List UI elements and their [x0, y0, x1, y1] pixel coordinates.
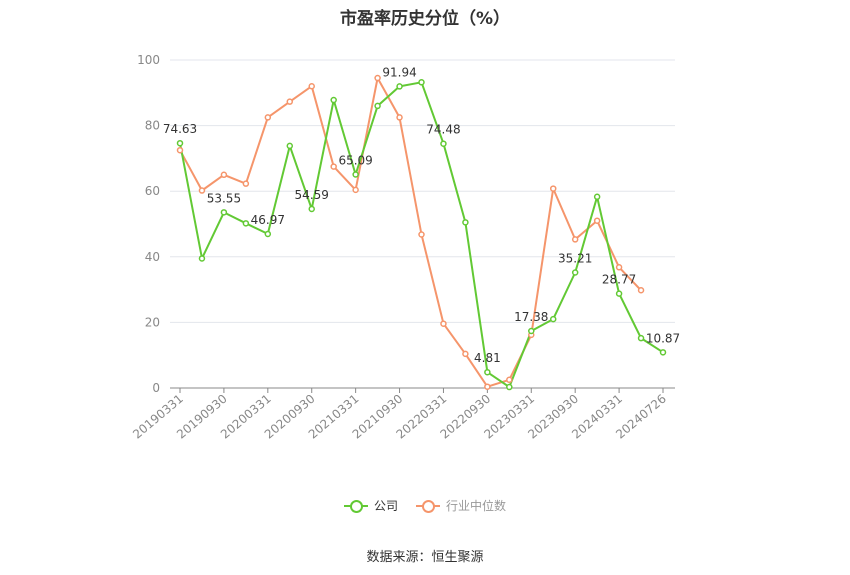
- y-tick-label: 0: [152, 381, 160, 395]
- point-industry-median: [615, 264, 623, 271]
- data-label-company: 35.21: [558, 252, 592, 266]
- point-company: [352, 171, 359, 178]
- point-company: [198, 255, 206, 262]
- data-label-company: 53.55: [207, 191, 241, 205]
- legend-swatch-company: [343, 499, 368, 513]
- point-company: [549, 315, 557, 323]
- point-company: [264, 230, 272, 238]
- point-company: [374, 102, 381, 110]
- chart-title: 市盈率历史分位（%）: [339, 9, 511, 29]
- y-tick-label: 100: [137, 53, 160, 67]
- legend-label-company: 公司: [373, 499, 398, 513]
- y-tick-label: 80: [145, 119, 160, 133]
- point-company: [242, 220, 250, 227]
- point-industry-median: [352, 186, 359, 194]
- data-points: [176, 74, 667, 391]
- data-label-company: 74.63: [163, 122, 197, 136]
- point-company: [220, 209, 228, 216]
- point-company: [484, 368, 491, 376]
- point-industry-median: [308, 82, 315, 90]
- data-label-company: 54.59: [295, 188, 329, 202]
- point-company: [418, 79, 425, 86]
- point-company: [396, 83, 403, 90]
- point-company: [659, 349, 667, 356]
- data-label-company: 91.94: [382, 65, 416, 79]
- point-company: [330, 96, 337, 104]
- data-labels: 74.63 53.55 46.97 54.59 65.09 91.94 74.48 4.81 1…: [163, 65, 680, 365]
- data-label-company: 74.48: [426, 123, 460, 137]
- source-note: 数据来源：恒生聚源: [366, 550, 484, 565]
- point-industry-median: [264, 114, 272, 121]
- axes: 0204060801002019033120190930202003312020…: [130, 53, 675, 442]
- data-label-company: 65.09: [338, 154, 372, 168]
- point-company: [506, 383, 513, 391]
- point-company: [593, 193, 601, 201]
- point-industry-median: [242, 180, 250, 187]
- data-label-company: 46.97: [251, 213, 285, 227]
- legend: 公司 行业中位数: [0, 497, 850, 514]
- point-industry-median: [418, 231, 425, 238]
- line-chart: 0204060801002019033120190930202003312020…: [130, 53, 680, 442]
- legend-swatch-industry-median: [416, 499, 440, 513]
- data-label-company: 17.38: [514, 310, 548, 324]
- point-industry-median: [220, 171, 228, 179]
- point-company: [286, 142, 294, 150]
- y-tick-label: 60: [145, 184, 160, 198]
- point-company: [440, 140, 447, 147]
- point-industry-median: [440, 320, 447, 327]
- point-industry-median: [484, 383, 491, 390]
- point-industry-median: [286, 98, 294, 105]
- point-industry-median: [176, 146, 184, 154]
- point-company: [637, 334, 645, 342]
- point-industry-median: [637, 287, 645, 294]
- legend-label-industry-median: 行业中位数: [446, 499, 507, 513]
- grid-lines: [170, 59, 675, 323]
- series-line-industry-median: [179, 77, 642, 388]
- point-company: [528, 327, 535, 335]
- point-industry-median: [593, 217, 601, 224]
- point-company: [308, 205, 315, 213]
- legend-item-industry-median[interactable]: 行业中位数: [416, 497, 506, 514]
- point-industry-median: [506, 376, 513, 384]
- point-industry-median: [396, 114, 403, 121]
- data-label-company: 10.87: [646, 331, 680, 345]
- y-tick-label: 20: [145, 315, 160, 329]
- point-industry-median: [571, 236, 579, 243]
- data-label-company: 4.81: [474, 351, 501, 365]
- point-industry-median: [374, 74, 381, 82]
- point-industry-median: [198, 187, 206, 194]
- point-industry-median: [462, 350, 469, 358]
- point-company: [615, 290, 623, 297]
- point-company: [571, 269, 579, 276]
- legend-item-company[interactable]: 公司: [343, 497, 398, 514]
- point-company: [462, 219, 469, 226]
- point-industry-median: [330, 163, 337, 170]
- point-company: [176, 139, 184, 147]
- data-label-company: 28.77: [602, 273, 636, 287]
- y-tick-label: 40: [145, 250, 160, 264]
- point-industry-median: [549, 185, 557, 192]
